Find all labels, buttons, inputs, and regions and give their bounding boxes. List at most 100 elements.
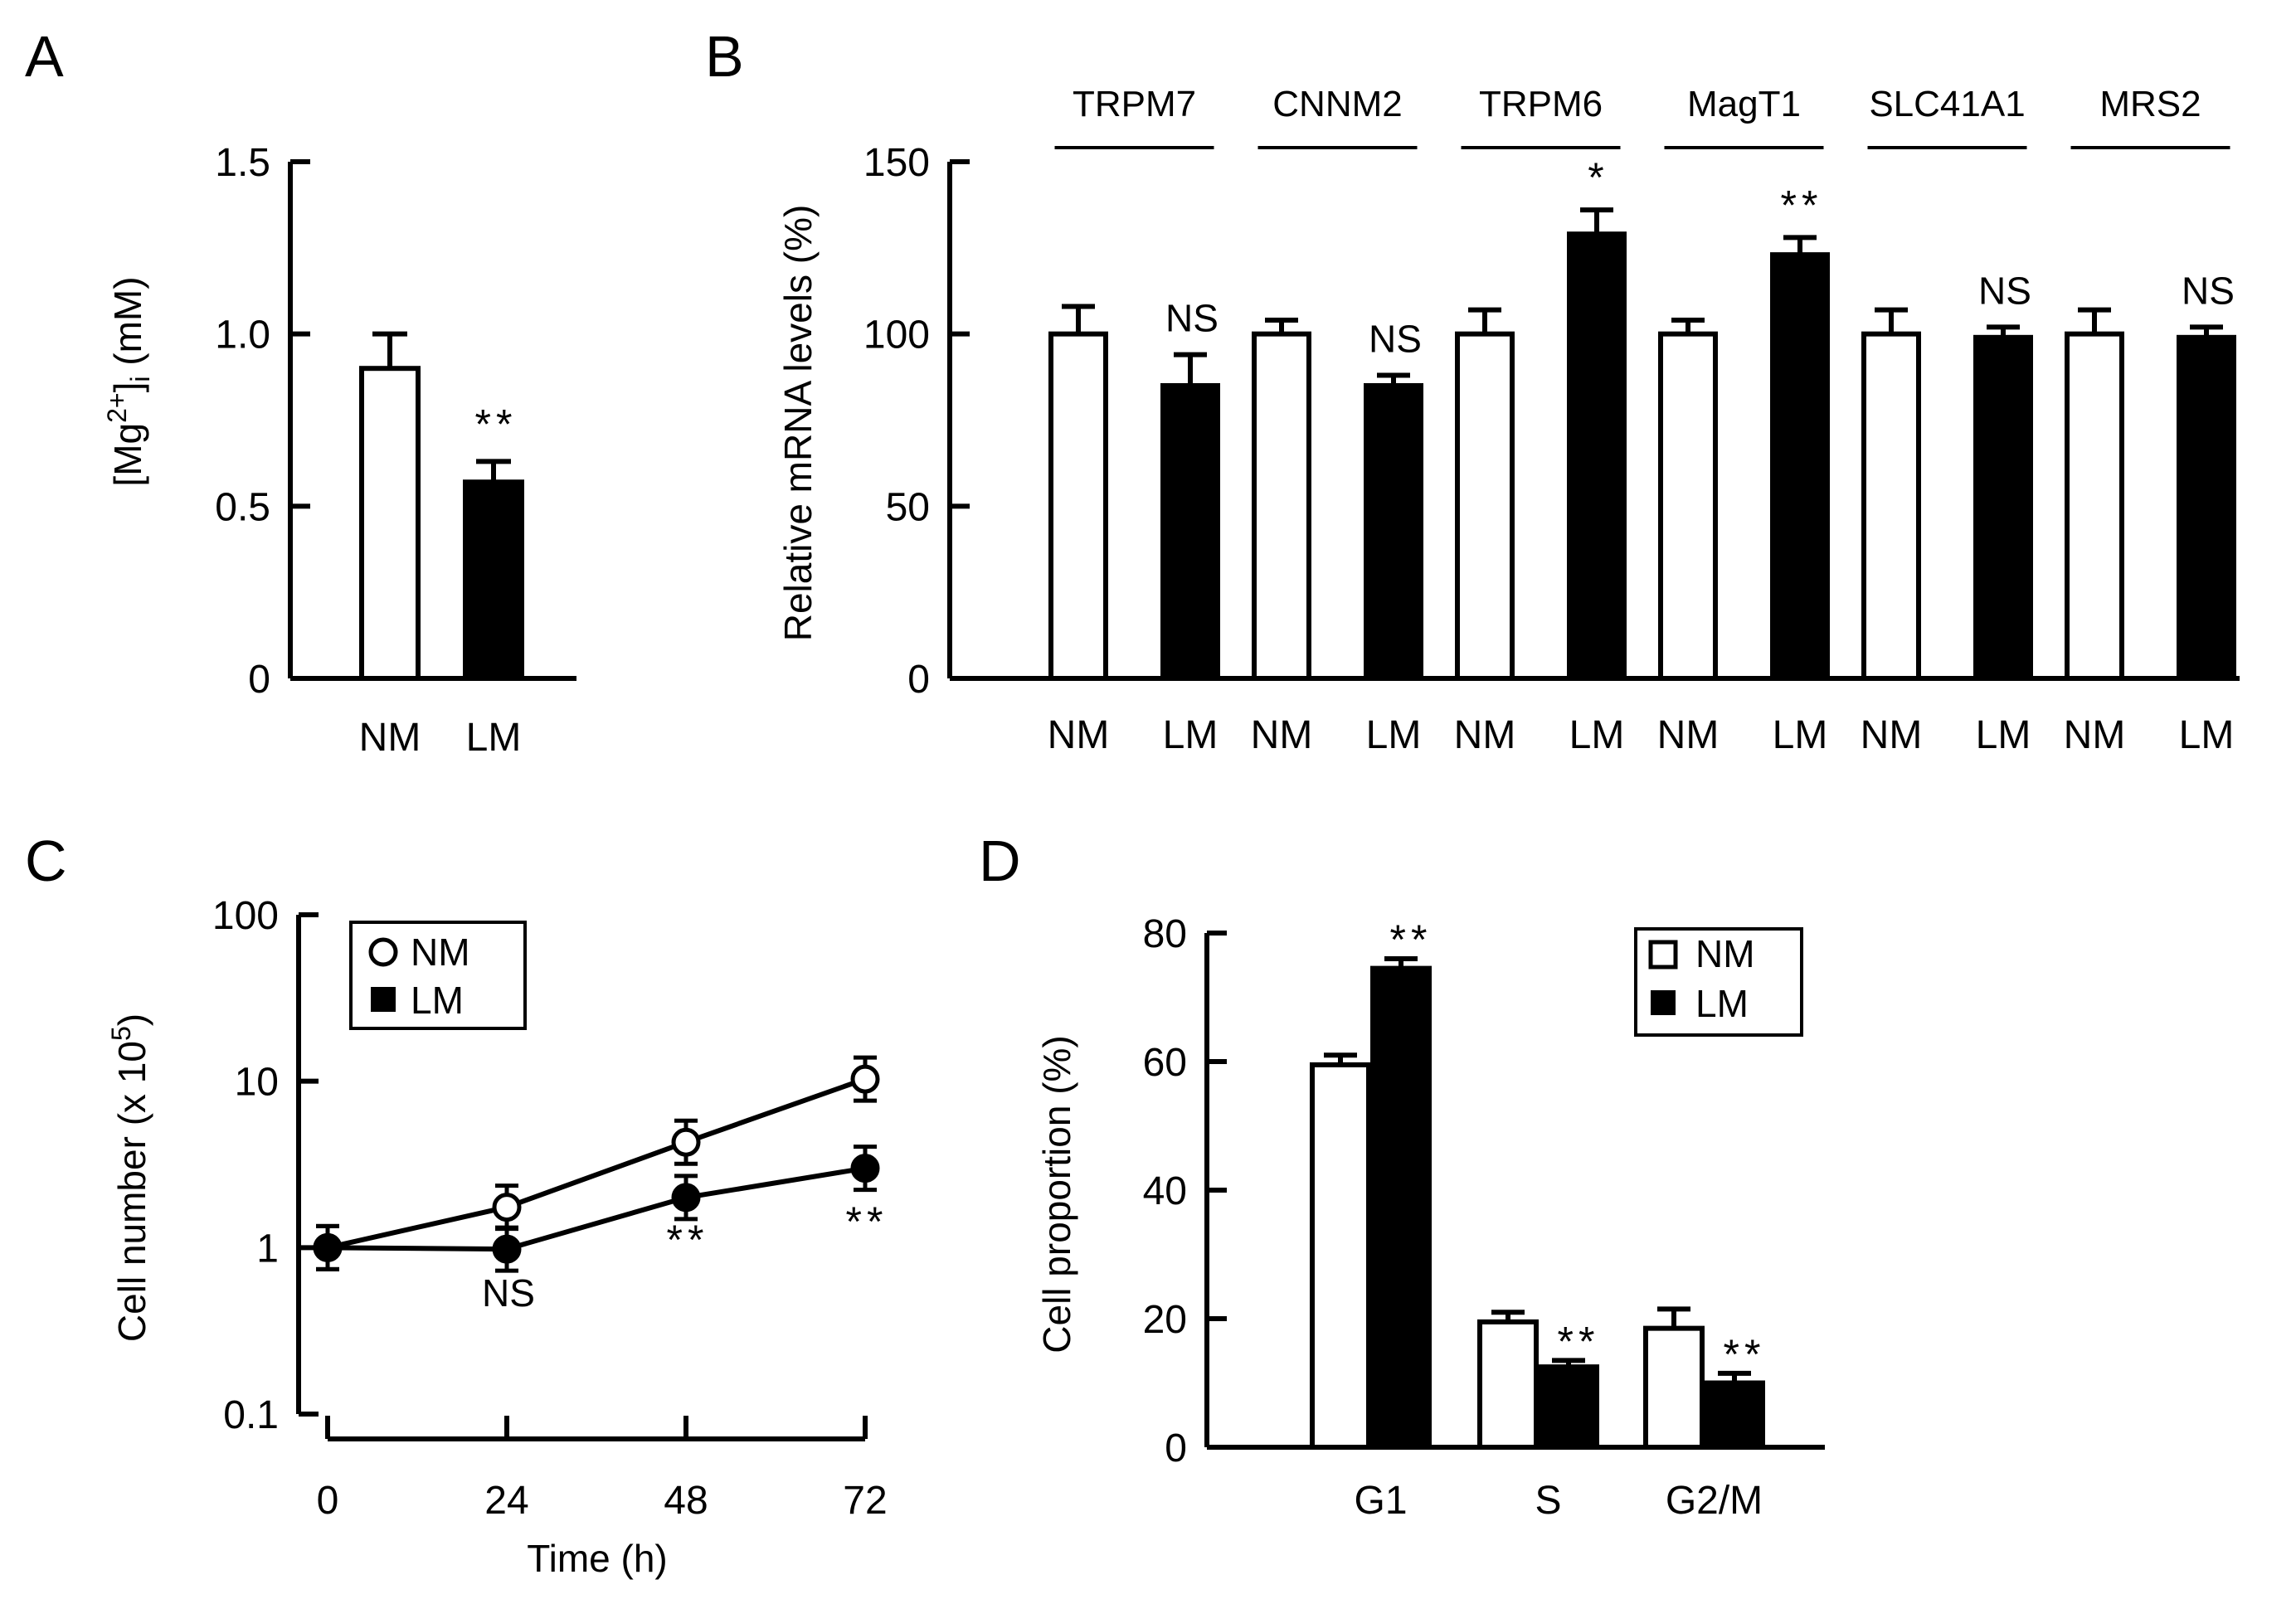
d-legend-marker-lm [1651,990,1676,1015]
d-y-tick-label: 20 [1143,1298,1187,1342]
c-point-nm [850,1064,880,1094]
b-gene-label-mrs2: MRS2 [2099,84,2201,124]
d-significance-label: ** [1724,1331,1766,1378]
c-y-axis-label: Cell number (x 105) [106,1013,153,1342]
c-x-tick-label: 24 [484,1479,528,1523]
b-significance-label: * [1588,154,1608,201]
b-gene-label-magt1: MagT1 [1687,84,1801,124]
d-y-tick-label: 0 [1165,1426,1187,1470]
a-y-tick-label: 1.5 [215,141,270,185]
c-legend-marker-lm [371,987,396,1012]
d-x-tick-label: G1 [1354,1479,1407,1523]
panel-letter-c: C [25,829,67,893]
chart-panel-d: 0 20 40 60 80 Cell proportion (%) G1 ** S ** G2/M *… [1035,912,1825,1523]
d-bar-g2m-nm [1643,1325,1705,1450]
b-x-tick-label: NM [1861,713,1923,757]
c-significance-label: ** [846,1198,888,1245]
b-gene-label-trpm7: TRPM7 [1073,84,1196,124]
b-y-tick-label: 100 [863,313,930,357]
c-x-tick-label: 72 [843,1479,887,1523]
a-significance-label: ** [475,401,518,447]
b-x-tick-label: NM [1251,713,1313,757]
b-bar-trpm6-lm [1567,231,1627,682]
b-y-tick-label: 50 [886,485,930,529]
c-legend-label: LM [411,979,464,1022]
b-bar-mrs2-nm [2065,331,2124,681]
b-gene-label-trpm6: TRPM6 [1479,84,1603,124]
panel-letter-a: A [25,24,64,89]
b-x-tick-label: NM [1048,713,1110,757]
c-point-nm [492,1193,522,1222]
c-legend-label: NM [411,931,470,974]
b-y-axis-label: Relative mRNA levels (%) [776,205,820,642]
d-significance-label: ** [1558,1318,1600,1364]
b-x-tick-label: NM [2064,713,2126,757]
a-y-tick-label: 0 [248,658,270,702]
d-legend-marker-nm [1648,940,1678,970]
b-bar-magt1-lm [1770,252,1830,681]
c-x-tick-label: 48 [664,1479,708,1523]
c-point-nm [671,1127,701,1157]
c-significance-label: ** [667,1217,709,1263]
d-bar-g1-lm [1370,965,1432,1450]
chart-panel-b: 0 50 100 150 Relative mRNA levels (%) TRPM7 NM… [776,84,2240,757]
b-bar-trpm7-lm [1160,382,1220,681]
c-x-tick-label: 0 [317,1479,339,1523]
d-x-tick-label: S [1535,1479,1561,1523]
b-x-tick-label: LM [1366,713,1422,757]
b-x-tick-label: NM [1454,713,1516,757]
panel-letter-b: B [705,24,744,89]
b-x-tick-label: LM [2179,713,2235,757]
b-bar-cnnm2-lm [1364,382,1423,681]
b-x-tick-label: LM [1569,713,1625,757]
c-point-lm [492,1234,522,1264]
d-bar-s-nm [1477,1319,1539,1450]
d-y-tick-label: 40 [1143,1169,1187,1213]
a-y-tick-label: 0.5 [215,485,270,529]
b-bar-trpm7-nm [1048,331,1108,681]
a-bar-nm [359,366,421,681]
c-point-lm [313,1232,343,1262]
c-legend-marker-nm [368,937,398,967]
d-y-tick-label: 60 [1143,1041,1187,1085]
b-x-tick-label: LM [1773,713,1828,757]
b-x-tick-label: LM [1163,713,1219,757]
a-x-tick-label: LM [466,716,522,760]
b-bar-trpm6-nm [1455,331,1515,681]
c-y-tick-label: 1 [256,1227,279,1271]
b-bar-magt1-nm [1658,331,1718,681]
b-significance-label: ** [1781,182,1823,228]
d-legend-label: LM [1695,982,1749,1025]
b-gene-label-cnnm2: CNNM2 [1272,84,1402,124]
d-bar-g1-nm [1310,1062,1371,1450]
b-x-tick-label: LM [1976,713,2031,757]
c-point-lm [850,1154,880,1183]
d-y-tick-label: 80 [1143,912,1187,956]
c-significance-label: NS [482,1271,535,1315]
b-bar-slc41a1-nm [1861,331,1921,681]
c-y-tick-label: 0.1 [223,1393,279,1437]
chart-panel-c: 0.1 1 10 100 0 24 48 72 Time (h) Cell number (x 1… [106,894,888,1580]
b-significance-label: NS [2182,269,2235,312]
d-y-axis-label: Cell proportion (%) [1035,1035,1078,1353]
b-y-tick-label: 0 [907,658,930,702]
d-legend-label: NM [1695,932,1755,975]
a-y-tick-label: 1.0 [215,313,270,357]
b-significance-label: NS [1165,297,1219,340]
b-significance-label: NS [1369,318,1422,361]
c-legend: NM LM [349,921,527,1030]
chart-panel-a: 0 0.5 1.0 1.5 NM LM ** [Mg2+]i (mM) [102,141,576,760]
d-bar-g2m-lm [1704,1380,1765,1450]
c-series-line-nm [327,1077,866,1251]
b-gene-label-slc41a1: SLC41A1 [1869,84,2025,124]
b-significance-label: NS [1978,269,2031,312]
a-bar-lm [463,479,524,682]
d-significance-label: ** [1390,916,1433,963]
b-bar-slc41a1-lm [1973,334,2033,681]
b-bar-mrs2-lm [2177,334,2236,681]
d-legend: NM LM [1634,927,1803,1037]
c-series-line-lm [327,1165,866,1252]
b-y-tick-label: 150 [863,141,930,185]
c-point-lm [671,1183,701,1213]
c-y-tick-label: 100 [212,894,279,938]
